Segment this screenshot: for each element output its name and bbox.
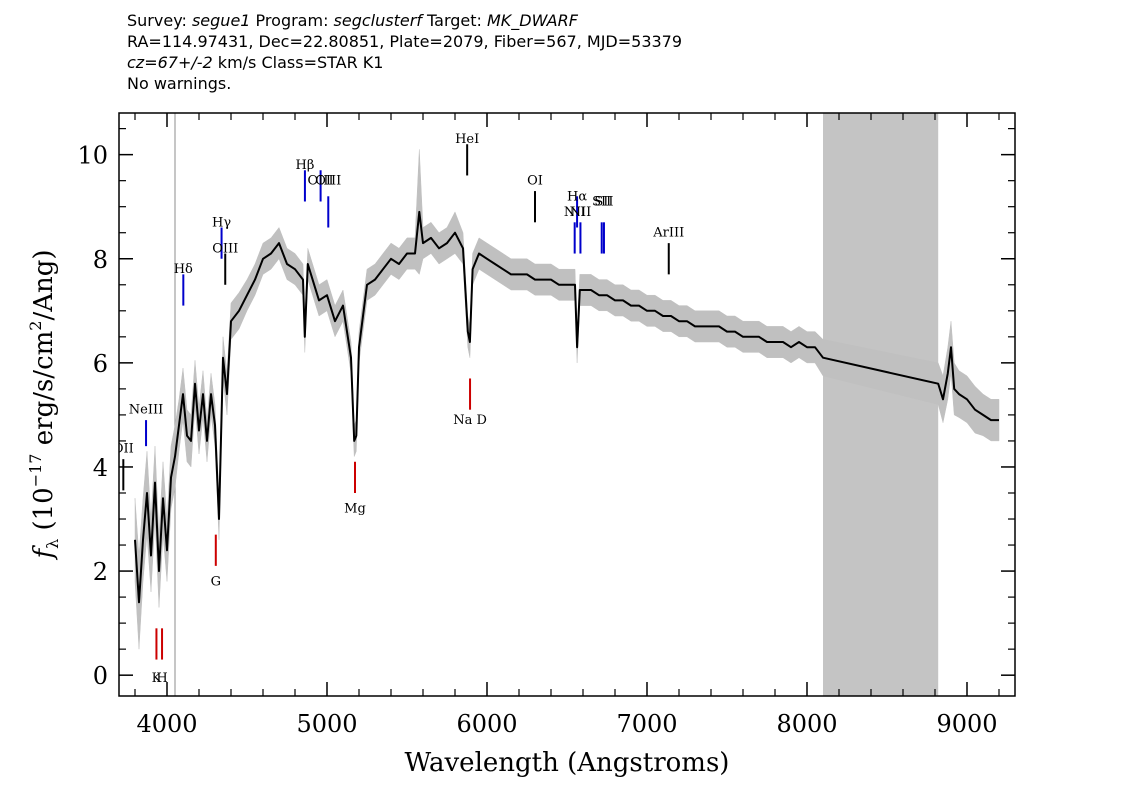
x-tick-label-0: 4000 [136,710,197,738]
line-label-12: HeI [455,132,479,147]
line-label-9: OIII [308,174,334,189]
y-label-sub: λ [43,539,62,549]
line-label-0: OII [113,442,134,457]
y-tick-label-0: 0 [93,662,108,690]
target-value: MK_DWARF [487,11,578,30]
line-label-13: Na D [453,413,487,428]
x-tick-label-4: 8000 [776,710,837,738]
x-axis-label: Wavelength (Angstroms) [405,748,730,778]
line-label-2: K [152,671,162,686]
x-tick-label-3: 7000 [616,710,677,738]
x-tick-label-2: 6000 [456,710,517,738]
class-value: km/s Class=STAR K1 [212,53,384,72]
flux-series-line [134,210,999,604]
line-label-16: Hα [567,189,587,204]
program-value: segclusterf [333,11,422,30]
y-label-exp2: 2 [26,321,45,331]
y-label-rest: (10 [29,487,59,539]
line-label-19: SII [594,194,613,209]
line-label-8: Hβ [295,158,314,173]
y-axis-ticks: 0 2 4 6 8 10 [77,128,1015,690]
line-label-15: NII [564,205,586,220]
x-axis-ticks: 4000 5000 6000 7000 8000 9000 [134,113,1000,738]
plot-frame [118,112,1016,697]
y-tick-label-5: 10 [77,142,108,170]
line-label-7: OIII [212,241,238,256]
x-tick-label-5: 9000 [936,710,997,738]
error-band [134,149,1000,650]
line-label-1: NeIII [129,403,163,418]
line-label-20: ArIII [652,226,684,241]
line-label-11: Mg [344,502,366,517]
y-axis-label: fλ (10−17 erg/s/cm2/Ang) [26,249,62,560]
survey-label: Survey: [127,11,192,30]
x-tick-label-1: 5000 [296,710,357,738]
header-line-redshift: cz=67+/-2 km/s Class=STAR K1 [127,52,1027,73]
y-tick-label-1: 2 [93,558,108,586]
line-label-4: Hδ [174,262,193,277]
header-line-coordinates: RA=114.97431, Dec=22.80851, Plate=2079, … [127,32,683,51]
y-tick-label-2: 4 [93,454,108,482]
line-label-14: OI [527,174,543,189]
y-tick-label-4: 8 [93,246,108,274]
header-line-warnings: No warnings. [127,74,232,93]
line-label-17: NII [570,205,592,220]
survey-value: segue1 [191,11,251,30]
line-label-3: H [156,671,167,686]
y-label-units: erg/s/cm [29,331,59,454]
cz-value: cz=67+/-2 [127,53,213,72]
target-label: Target: [421,11,487,30]
line-label-18: SII [592,194,611,209]
line-label-5: G [211,574,221,589]
masked-region [823,113,939,696]
line-label-10: OIII [315,174,341,189]
y-tick-label-3: 6 [93,350,108,378]
program-label: Program: [250,11,334,30]
line-label-6: Hγ [212,215,231,230]
y-label-exp: −17 [26,454,45,488]
header-line-survey: Survey: segue1 Program: segclusterf Targ… [127,10,1027,31]
y-label-end: /Ang) [29,249,59,320]
spectrum-header: Survey: segue1 Program: segclusterf Targ… [127,10,1027,94]
